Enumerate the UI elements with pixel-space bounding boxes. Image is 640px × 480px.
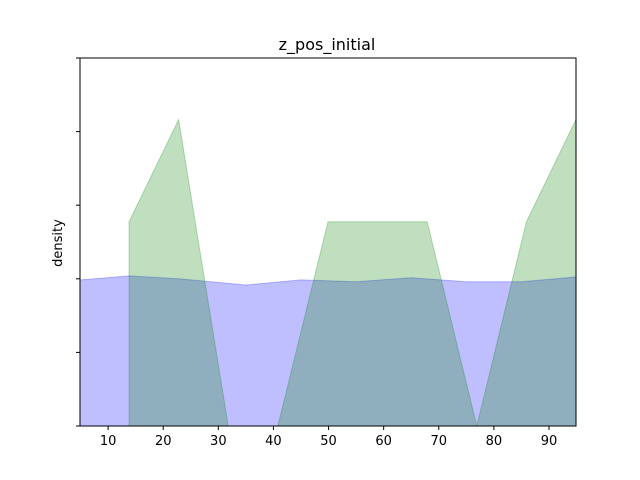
area-series-2: [128, 117, 577, 427]
x-tick-label-90: 90: [541, 434, 558, 449]
x-tick-label-60: 60: [375, 434, 392, 449]
y-axis-label: density: [51, 219, 66, 267]
plot-frame: [79, 57, 577, 427]
x-tick-label-30: 30: [210, 434, 227, 449]
x-tick-label-40: 40: [265, 434, 282, 449]
x-tick-label-70: 70: [430, 434, 447, 449]
x-tick-label-50: 50: [320, 434, 337, 449]
plot-area: 10 20 30 40 50 60 70 80 90: [76, 57, 577, 449]
chart-title: z_pos_initial: [279, 35, 376, 55]
x-tick-label-20: 20: [155, 434, 172, 449]
x-tick-label-80: 80: [486, 434, 503, 449]
x-tick-label-10: 10: [100, 434, 117, 449]
